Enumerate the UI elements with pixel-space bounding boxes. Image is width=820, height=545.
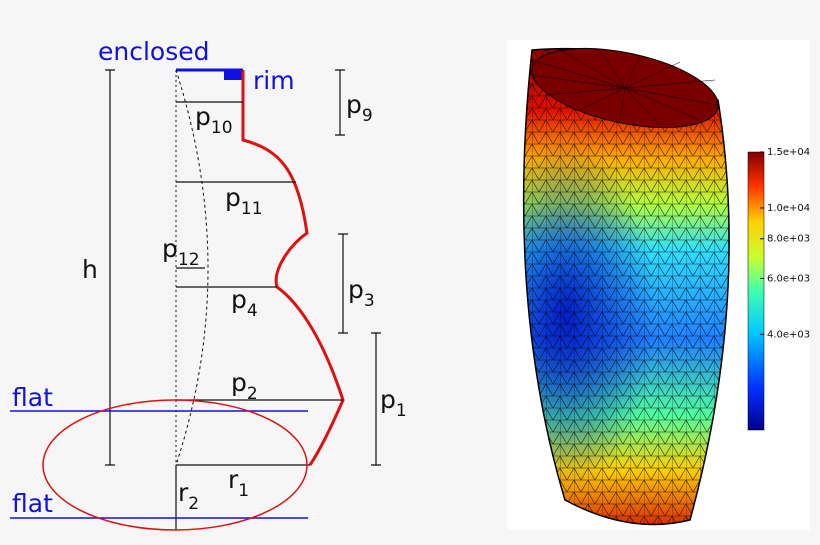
colorbar	[747, 151, 765, 431]
height-label: h	[82, 255, 98, 284]
parameter-subscript: 1	[396, 401, 407, 421]
parameter-subscript: 2	[188, 494, 199, 514]
rim-label: rim	[253, 66, 295, 95]
parameter-base: p	[162, 234, 178, 263]
colorbar-tick-label: 1.5e+04	[767, 147, 810, 158]
parameter-subscript: 2	[247, 384, 258, 404]
colorbar-tick-label: 1.0e+04	[767, 203, 810, 214]
parameter-base: p	[348, 275, 364, 304]
parameter-subscript: 3	[364, 291, 375, 311]
parameter-base: p	[380, 385, 396, 414]
flat-label: flat	[12, 383, 53, 412]
parameter-base: p	[346, 90, 362, 119]
profile-diagram	[10, 68, 381, 531]
parameter-label: p12	[162, 234, 200, 270]
parameter-subscript: 9	[362, 106, 373, 126]
measure-lines	[105, 69, 381, 530]
parameter-subscript: 12	[178, 250, 200, 270]
parameter-label: r2	[178, 478, 199, 514]
mesh-render	[523, 48, 730, 525]
flat-label: flat	[12, 489, 53, 518]
profile-curve	[241, 70, 345, 466]
parameter-label: r1	[228, 465, 249, 501]
parameter-subscript: 4	[247, 301, 258, 321]
base-ellipse	[42, 399, 308, 531]
parameter-base: p	[195, 102, 211, 131]
parameter-label: p10	[195, 102, 233, 138]
parameter-base: p	[225, 183, 241, 212]
parameter-label: p1	[380, 385, 407, 421]
parameter-base: r	[228, 465, 239, 494]
colorbar-tick-label: 4.0e+03	[767, 329, 810, 340]
parameter-base: p	[231, 285, 247, 314]
parameter-subscript: 10	[211, 118, 233, 138]
colorbar-tick-label: 6.0e+03	[767, 273, 810, 284]
parameter-label: p3	[348, 275, 375, 311]
parameter-label: p4	[231, 285, 258, 321]
parameter-label: p2	[231, 368, 258, 404]
colorbar-tick-label: 8.0e+03	[767, 234, 810, 245]
parameter-label: p11	[225, 183, 263, 219]
spline-dotted	[175, 69, 209, 466]
parameter-base: r	[178, 478, 189, 507]
parameter-subscript: 11	[241, 199, 263, 219]
parameter-label: p9	[346, 90, 373, 126]
rim-marker	[224, 70, 242, 80]
enclosed-label: enclosed	[98, 37, 210, 66]
parameter-base: p	[231, 368, 247, 397]
parameter-subscript: 1	[238, 481, 249, 501]
cap-spokes	[529, 49, 719, 126]
